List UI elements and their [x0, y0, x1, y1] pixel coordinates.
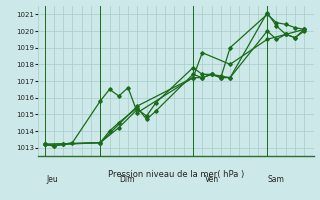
Text: Ven: Ven: [205, 175, 220, 184]
X-axis label: Pression niveau de la mer( hPa ): Pression niveau de la mer( hPa ): [108, 170, 244, 179]
Text: Jeu: Jeu: [46, 175, 58, 184]
Text: Sam: Sam: [267, 175, 284, 184]
Text: Dim: Dim: [119, 175, 134, 184]
